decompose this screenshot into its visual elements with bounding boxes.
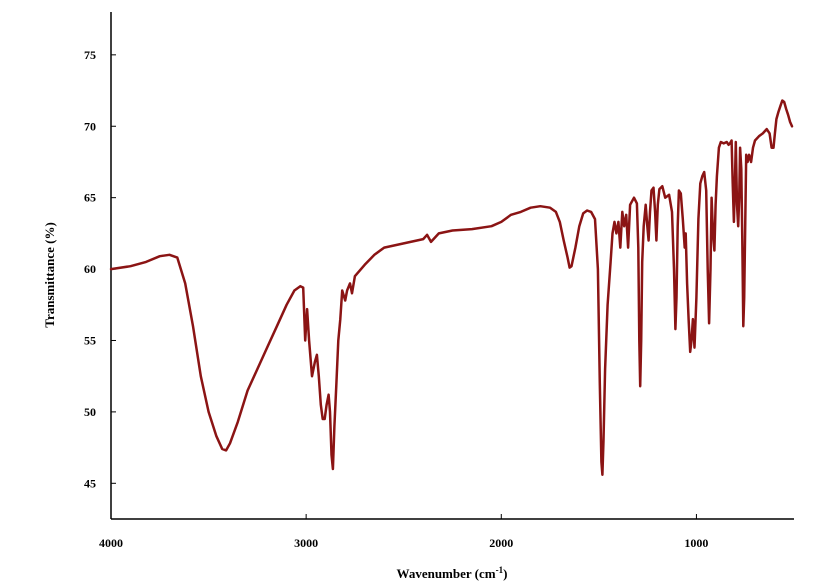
axes [110,12,794,520]
y-tick-label: 75 [84,48,96,62]
x-ticks: 4000 3000 2000 1000 [99,514,708,550]
x-axis-title-main: Wavenumber (cm [397,566,496,581]
series-layer [109,99,794,476]
x-tick-label: 4000 [99,536,123,550]
y-tick-label: 55 [84,333,96,347]
x-tick-label: 3000 [294,536,318,550]
x-tick-label: 1000 [684,536,708,550]
y-tick-label: 50 [84,405,96,419]
x-axis-title-superscript: -1 [496,565,504,575]
y-tick-label: 60 [84,262,96,276]
y-tick-label: 70 [84,119,96,133]
x-tick-label: 2000 [489,536,513,550]
y-tick-label: 45 [84,476,96,490]
x-axis-title: Wavenumber (cm-1) [397,565,508,581]
y-ticks: 45 50 55 60 65 70 75 [84,48,116,490]
x-axis-title-end: ) [503,566,507,581]
y-tick-label: 65 [84,191,96,205]
y-axis-title: Transmittance (%) [42,222,57,328]
spectrum-series-line [109,99,794,476]
